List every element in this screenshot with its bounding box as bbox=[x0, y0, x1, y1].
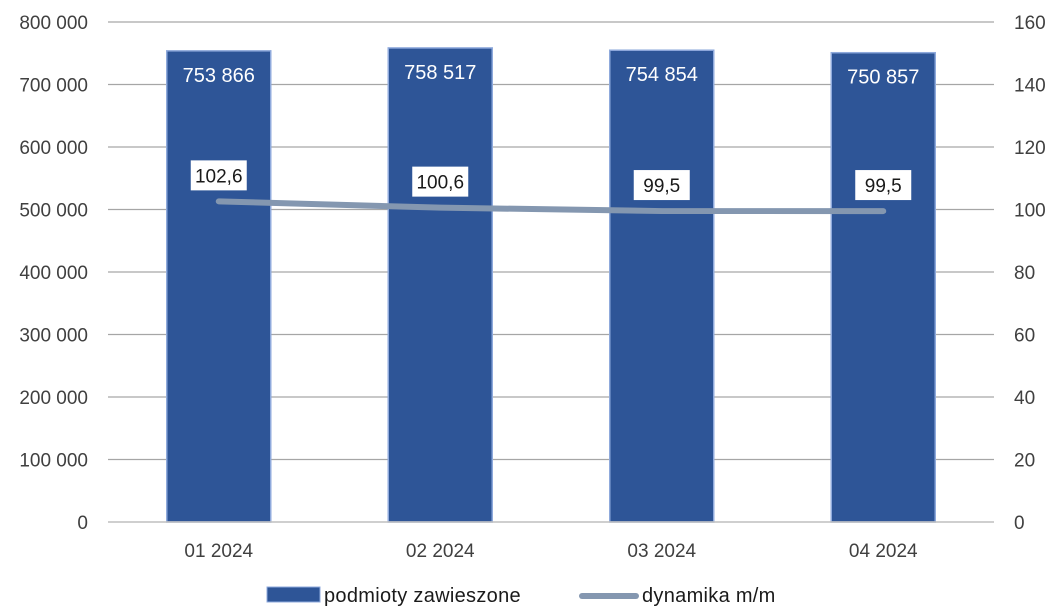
y-right-tick-label: 60 bbox=[1014, 326, 1035, 347]
bar bbox=[830, 51, 936, 523]
y-right-tick-label: 120 bbox=[1014, 138, 1046, 159]
y-right-tick-label: 40 bbox=[1014, 388, 1035, 409]
bar-data-label: 750 857 bbox=[847, 67, 919, 89]
y-right-tick-label: 160 bbox=[1014, 13, 1046, 34]
bar bbox=[387, 47, 493, 523]
y-left-tick-label: 500 000 bbox=[19, 201, 88, 222]
y-left-tick-label: 200 000 bbox=[19, 388, 88, 409]
legend-bar-swatch bbox=[266, 586, 321, 603]
line-data-label-box bbox=[633, 170, 690, 201]
line-data-label: 99,5 bbox=[865, 176, 902, 197]
legend-line-label: dynamika m/m bbox=[642, 585, 776, 607]
bar bbox=[609, 49, 715, 523]
x-tick-label: 04 2024 bbox=[849, 541, 918, 562]
axes: 0 100 000 200 000 300 000 400 000 500 000 600 … bbox=[19, 13, 1045, 562]
y-left-tick-label: 800 000 bbox=[19, 13, 88, 34]
line-data-label-box bbox=[412, 166, 469, 197]
y-right-tick-label: 20 bbox=[1014, 451, 1035, 472]
bar-data-label: 753 866 bbox=[183, 65, 255, 87]
bar-data-label: 758 517 bbox=[404, 62, 476, 84]
line-data-label-box bbox=[190, 160, 247, 191]
y-right-tick-label: 140 bbox=[1014, 76, 1046, 97]
data-labels: 753 866 758 517 754 854 750 857 102,6 100,6 99… bbox=[183, 62, 919, 201]
line-data-label: 100,6 bbox=[416, 173, 464, 194]
line-data-label: 102,6 bbox=[195, 166, 243, 187]
line-data-label-box bbox=[855, 170, 912, 201]
y-right-tick-label: 80 bbox=[1014, 263, 1035, 284]
x-tick-label: 02 2024 bbox=[406, 541, 475, 562]
bar-data-label: 754 854 bbox=[626, 64, 698, 86]
bar bbox=[166, 50, 272, 523]
y-left-tick-label: 700 000 bbox=[19, 76, 88, 97]
x-tick-label: 01 2024 bbox=[184, 541, 253, 562]
y-right-tick-label: 100 bbox=[1014, 201, 1046, 222]
x-tick-label: 03 2024 bbox=[627, 541, 696, 562]
y-left-tick-label: 600 000 bbox=[19, 138, 88, 159]
y-right-tick-label: 0 bbox=[1014, 513, 1025, 534]
y-left-tick-label: 100 000 bbox=[19, 451, 88, 472]
y-left-tick-label: 300 000 bbox=[19, 326, 88, 347]
line-series bbox=[215, 198, 887, 215]
bar-series bbox=[166, 47, 936, 523]
legend: podmioty zawieszone dynamika m/m bbox=[266, 585, 776, 607]
y-left-tick-label: 0 bbox=[77, 513, 88, 534]
line-data-label: 99,5 bbox=[643, 176, 680, 197]
y-left-tick-label: 400 000 bbox=[19, 263, 88, 284]
line-path bbox=[215, 198, 887, 215]
legend-bar-label: podmioty zawieszone bbox=[324, 585, 521, 607]
